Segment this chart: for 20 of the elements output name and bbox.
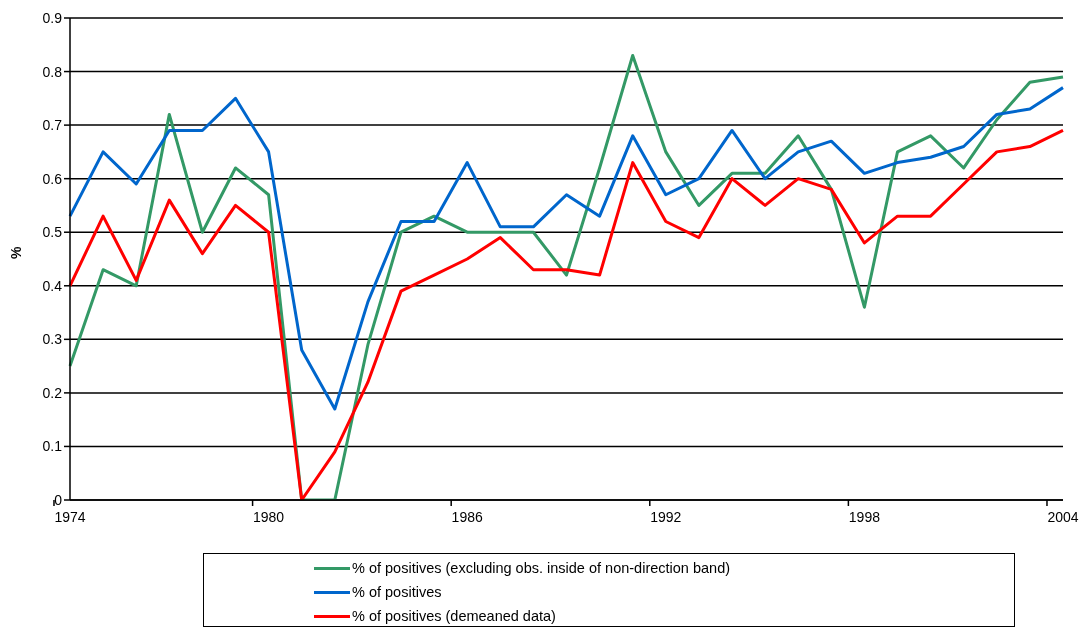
x-tick-label: 2004	[1047, 509, 1079, 525]
y-tick-label: 0.4	[42, 277, 63, 294]
x-tick-label: 1980	[253, 509, 285, 525]
y-tick-label: 0	[54, 491, 63, 508]
y-tick-label: 0.6	[42, 170, 63, 187]
y-tick-label: 0.1	[42, 438, 63, 455]
y-tick-label: 0.8	[42, 63, 63, 80]
legend-label: % of positives (excluding obs. inside of non-direction band)	[352, 559, 731, 578]
x-tick-label: 1974	[54, 509, 86, 525]
y-tick-label: 0.5	[42, 224, 63, 241]
y-tick-label: 0.7	[42, 117, 63, 134]
y-tick-label: 0.3	[42, 331, 63, 348]
legend-label: % of positives (demeaned data)	[352, 607, 556, 626]
y-axis-title: %	[7, 246, 24, 259]
x-tick-label: 1992	[650, 509, 682, 525]
y-tick-label: 0.2	[42, 384, 63, 401]
y-tick-label: 0.9	[42, 9, 63, 26]
x-tick-label: 1998	[848, 509, 881, 525]
legend-label: % of positives	[352, 583, 442, 602]
x-tick-label: 1986	[451, 509, 483, 525]
